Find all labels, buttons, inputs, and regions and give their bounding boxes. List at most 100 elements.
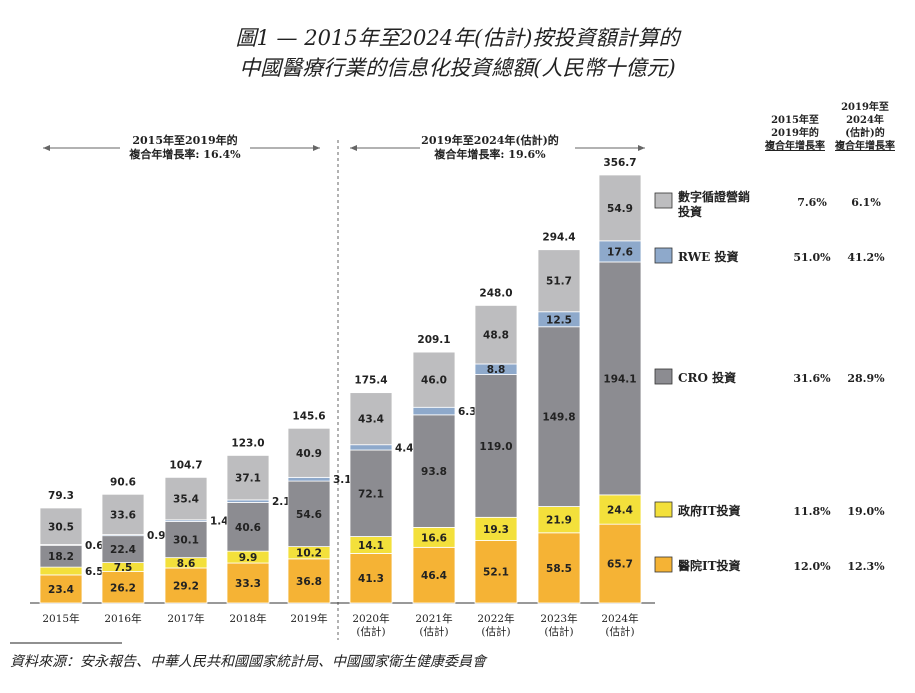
x-tick-label: (估計) [605, 625, 634, 638]
bar-value-label: 29.2 [173, 580, 199, 592]
legend-cagr-2019-2024: 12.3% [847, 560, 885, 573]
x-tick-label: 2017年 [167, 612, 204, 625]
bar-value-label: 65.7 [607, 559, 633, 571]
bar-segment [349, 392, 393, 446]
legend-header-cagr-2019-2024: 2019年至 2024年 (估計)的 複合年增長率 [826, 101, 904, 153]
legend-label: 政府IT投資 [678, 503, 741, 518]
bar-value-label: 72.1 [358, 488, 384, 500]
cagr-right-line2: 複合年增長率: 19.6% [434, 148, 546, 161]
x-tick-label: (估計) [544, 625, 573, 638]
cagr-left-arrowhead-right [313, 145, 320, 151]
bar-value-label: 19.3 [483, 524, 509, 536]
legend-swatch [654, 368, 673, 385]
bar-value-label: 33.3 [235, 578, 261, 590]
x-tick-label: 2019年 [290, 612, 327, 625]
bar-segment [101, 571, 145, 604]
bar-segment [412, 414, 456, 528]
bar-segment [474, 304, 518, 365]
bar-segment [349, 449, 393, 537]
bar-value-label: 7.5 [114, 562, 133, 574]
bar-segment [164, 476, 208, 521]
bar-value-label: 40.9 [296, 448, 322, 460]
legend-swatch [654, 192, 673, 209]
bar-value-label: 22.4 [110, 544, 136, 556]
cagr-right-arrowhead-left [350, 145, 357, 151]
bar-value-label: 41.3 [358, 573, 384, 585]
bar-segment [39, 574, 83, 604]
bar-total-label: 123.0 [231, 437, 264, 449]
bar-value-label: 17.6 [607, 246, 633, 258]
bar-total-label: 356.7 [603, 157, 636, 169]
bar-segment [474, 540, 518, 604]
legend-header-cagr-2015-2019: 2015年至 2019年的 複合年增長率 [760, 114, 830, 153]
bar-value-label: 14.1 [358, 540, 384, 552]
bar-total-label: 145.6 [292, 410, 325, 422]
bar-segment [39, 507, 83, 545]
legend-cagr-2015-2019: 31.6% [793, 372, 831, 385]
x-tick-label: 2015年 [42, 612, 79, 625]
x-tick-label: (估計) [481, 625, 510, 638]
bar-segment [287, 476, 331, 482]
cagr-right-line1: 2019年至2024年(估計)的 [421, 134, 559, 147]
bar-value-label: 93.8 [421, 466, 447, 478]
chart-title-line1: 圖1 — 2015年至2024年(估計)按投資額計算的 [235, 26, 680, 50]
legend-cagr-2015-2019: 51.0% [793, 251, 831, 264]
source-note: 資料來源：安永報告、中華人民共和國國家統計局、中國國家衛生健康委員會 [10, 654, 486, 670]
bar-value-label: 43.4 [358, 414, 384, 426]
bar-value-label: 48.8 [483, 330, 509, 342]
bar-segment [287, 558, 331, 604]
bar-value-label: 8.8 [487, 364, 506, 376]
bar-value-label: 6.3 [458, 406, 477, 418]
bar-value-label: 4.4 [395, 442, 414, 454]
bar-value-label: 194.1 [603, 373, 636, 385]
legend-cagr-2019-2024: 41.2% [847, 251, 885, 264]
bar-value-label: 40.6 [235, 522, 261, 534]
bar-value-label: 18.2 [48, 551, 74, 563]
bar-segment [598, 261, 642, 496]
x-tick-label: 2020年 [352, 612, 389, 625]
legend-cagr-2015-2019: 7.6% [797, 196, 827, 209]
x-tick-label: 2021年 [415, 612, 452, 625]
bar-total-label: 175.4 [354, 375, 387, 387]
bar-segment [39, 566, 83, 576]
legend-cagr-2019-2024: 19.0% [847, 505, 885, 518]
x-tick-label: (估計) [419, 625, 448, 638]
bar-value-label: 2.1 [272, 496, 291, 508]
bar-value-label: 8.6 [177, 558, 196, 570]
bar-segment [412, 546, 456, 604]
legend-swatch [654, 501, 673, 518]
bar-value-label: 16.6 [421, 532, 447, 544]
bar-value-label: 23.4 [48, 584, 74, 596]
bar-value-label: 12.5 [546, 314, 572, 326]
bar-value-label: 51.7 [546, 276, 572, 288]
bar-value-label: 30.1 [173, 535, 199, 547]
bar-value-label: 0.9 [147, 530, 166, 542]
bar-value-label: 33.6 [110, 509, 136, 521]
chart-title-line2: 中國醫療行業的信息化投資總額(人民幣十億元) [239, 56, 676, 80]
x-tick-label: 2018年 [229, 612, 266, 625]
bar-value-label: 37.1 [235, 473, 261, 485]
legend-cagr-2019-2024: 28.9% [847, 372, 885, 385]
bar-value-label: 46.4 [421, 570, 447, 582]
bar-segment [412, 351, 456, 408]
bar-segment [101, 493, 145, 535]
legend-cagr-2015-2019: 11.8% [793, 505, 831, 518]
bar-segment [349, 553, 393, 604]
bar-value-label: 21.9 [546, 515, 572, 527]
hdr2-line4: 複合年增長率 [835, 141, 895, 152]
bar-value-label: 26.2 [110, 582, 136, 594]
bar-segment [537, 532, 581, 604]
bar-value-label: 35.4 [173, 494, 199, 506]
legend-label: RWE 投資 [678, 249, 739, 264]
bar-value-label: 0.6 [85, 540, 104, 552]
bar-value-label: 58.5 [546, 563, 572, 575]
bar-value-label: 3.1 [333, 474, 352, 486]
bar-segment [226, 454, 270, 501]
bar-value-label: 10.2 [296, 548, 322, 560]
bar-segment [537, 326, 581, 507]
bar-value-label: 119.0 [479, 441, 512, 453]
cagr-left-line2: 複合年增長率: 16.4% [129, 148, 241, 161]
bar-value-label: 149.8 [542, 412, 575, 424]
legend-label: 數字循證營銷 [678, 189, 750, 204]
